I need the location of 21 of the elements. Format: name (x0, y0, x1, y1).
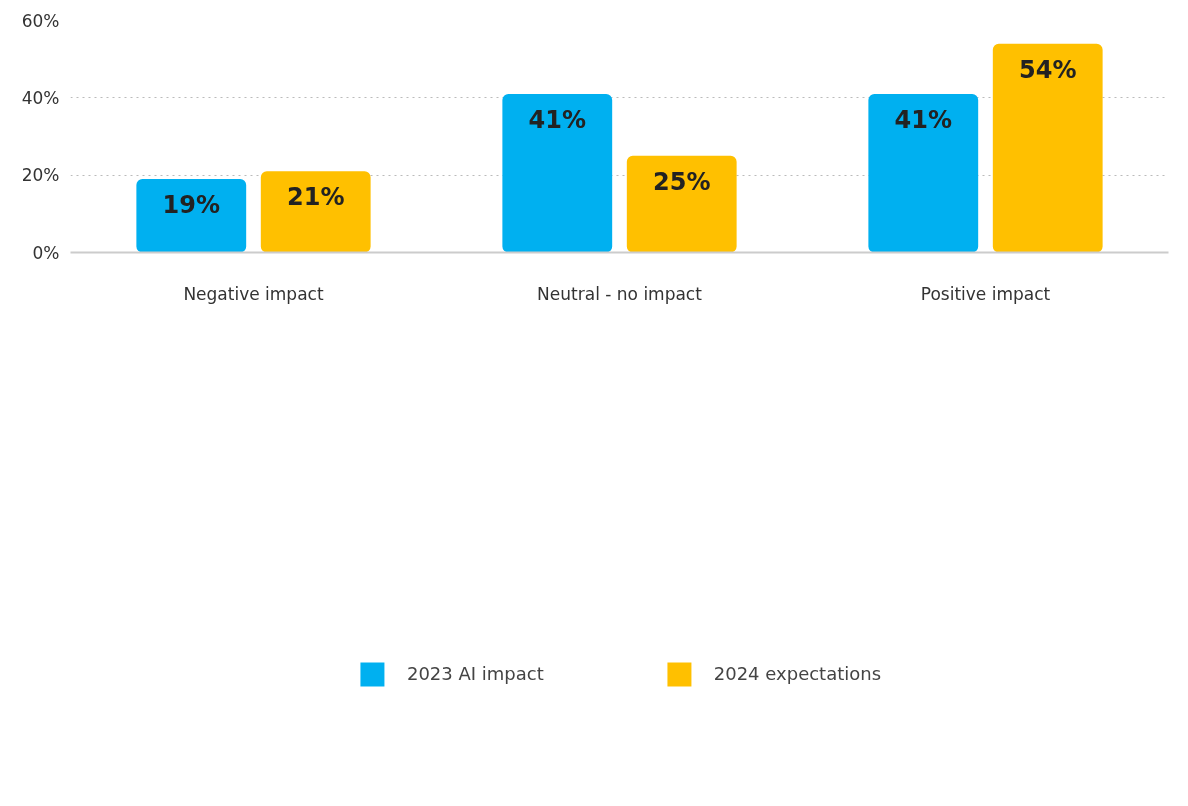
data-label: 25% (653, 167, 711, 196)
bar (502, 93, 613, 253)
x-tick-label: Positive impact (920, 283, 1051, 304)
bar (868, 93, 979, 253)
y-tick-label: 60% (21, 10, 60, 31)
data-label: 41% (894, 105, 953, 134)
legend-label: 2023 AI impact (406, 662, 544, 686)
x-tick-label: Negative impact (183, 283, 324, 304)
data-label: 21% (287, 183, 345, 212)
bar (626, 155, 737, 253)
bar (260, 171, 371, 253)
y-tick-label: 40% (21, 87, 60, 108)
bar (136, 179, 247, 253)
y-tick-label: 0% (32, 242, 60, 263)
data-label: 54% (1019, 55, 1077, 84)
data-label: 41% (528, 105, 587, 134)
x-tick-label: Neutral - no impact (537, 283, 703, 304)
bar (992, 43, 1103, 253)
legend-label: 2024 expectations (713, 662, 882, 686)
y-tick-label: 20% (21, 165, 60, 186)
data-label: 19% (162, 191, 221, 220)
